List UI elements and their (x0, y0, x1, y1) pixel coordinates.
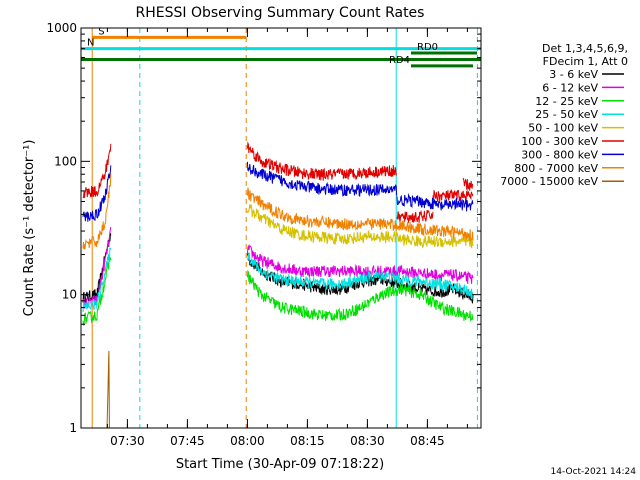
series-2 (82, 257, 474, 326)
legend-header-1: FDecim 1, Att 0 (543, 55, 628, 68)
legend-entry-5: 100 - 300 keV (521, 135, 598, 148)
series-4 (246, 203, 474, 249)
series-6-segment-2 (396, 193, 474, 212)
y-axis-label: Count Rate (s⁻¹ detector⁻¹) (22, 140, 37, 317)
series-4-segment-0 (246, 203, 474, 249)
series-5-segment-2 (396, 209, 434, 223)
ytick-label-1: 10 (62, 288, 77, 302)
plot-frame (80, 27, 482, 429)
series-5-segment-1 (246, 141, 398, 181)
legend-entry-2: 12 - 25 keV (535, 95, 598, 108)
chart-title: RHESSI Observing Summary Count Rates (136, 5, 425, 21)
series-1 (82, 226, 474, 309)
series-1-segment-1 (246, 244, 474, 284)
legend-entry-6: 300 - 800 keV (521, 148, 598, 161)
legend-header-0: Det 1,3,4,5,6,9, (542, 42, 628, 55)
legend: Det 1,3,4,5,6,9,FDecim 1, Att 03 - 6 keV… (500, 42, 628, 188)
plot-area: SN RD0 RD4 (80, 26, 481, 429)
xtick-label-3: 08:15 (290, 434, 325, 448)
series-5-segment-4 (462, 177, 474, 191)
ytick-label-2: 100 (54, 154, 77, 168)
series-2-segment-1 (246, 269, 474, 322)
series-3-segment-0 (82, 247, 112, 313)
series-8 (106, 350, 112, 429)
xtick-label-0: 07:30 (110, 434, 145, 448)
state-bar-label-rd0: RD0 (417, 42, 438, 53)
series-8-segment-0 (106, 350, 112, 429)
series-6-segment-0 (82, 165, 112, 222)
series-5-segment-3 (432, 188, 474, 203)
legend-entry-8: 7000 - 15000 keV (500, 175, 598, 188)
state-bar-label-rd4: RD4 (389, 55, 410, 66)
legend-entry-3: 25 - 50 keV (535, 108, 598, 121)
x-axis-label: Start Time (30-Apr-09 07:18:22) (176, 457, 384, 472)
y-axis: 1 10 100 1000 (46, 21, 481, 435)
legend-entry-4: 50 - 100 keV (528, 122, 598, 135)
series-6-segment-1 (246, 161, 398, 198)
ytick-label-0: 1 (69, 421, 77, 435)
xtick-label-1: 07:45 (170, 434, 205, 448)
series-7-segment-1 (246, 187, 474, 243)
legend-entry-0: 3 - 6 keV (549, 68, 598, 81)
xtick-label-4: 08:30 (350, 434, 385, 448)
series-7-segment-0 (82, 173, 112, 250)
series-3 (82, 247, 474, 313)
series-5-segment-0 (82, 143, 112, 199)
series-7 (82, 173, 474, 250)
series-6 (82, 161, 474, 222)
series-3-segment-1 (246, 252, 474, 300)
state-bar-label-n: N (87, 38, 94, 49)
footer-timestamp: 14-Oct-2021 14:24 (551, 467, 637, 477)
series-2-segment-0 (82, 257, 112, 326)
legend-entry-7: 800 - 7000 keV (514, 162, 598, 175)
state-bar-label-s: S (98, 26, 104, 37)
x-axis: 07:30 07:45 08:00 08:15 08:30 08:45 (106, 28, 468, 448)
xtick-label-5: 08:45 (410, 434, 445, 448)
xtick-label-2: 08:00 (230, 434, 265, 448)
ytick-label-3: 1000 (46, 21, 77, 35)
legend-entry-1: 6 - 12 keV (542, 81, 598, 94)
